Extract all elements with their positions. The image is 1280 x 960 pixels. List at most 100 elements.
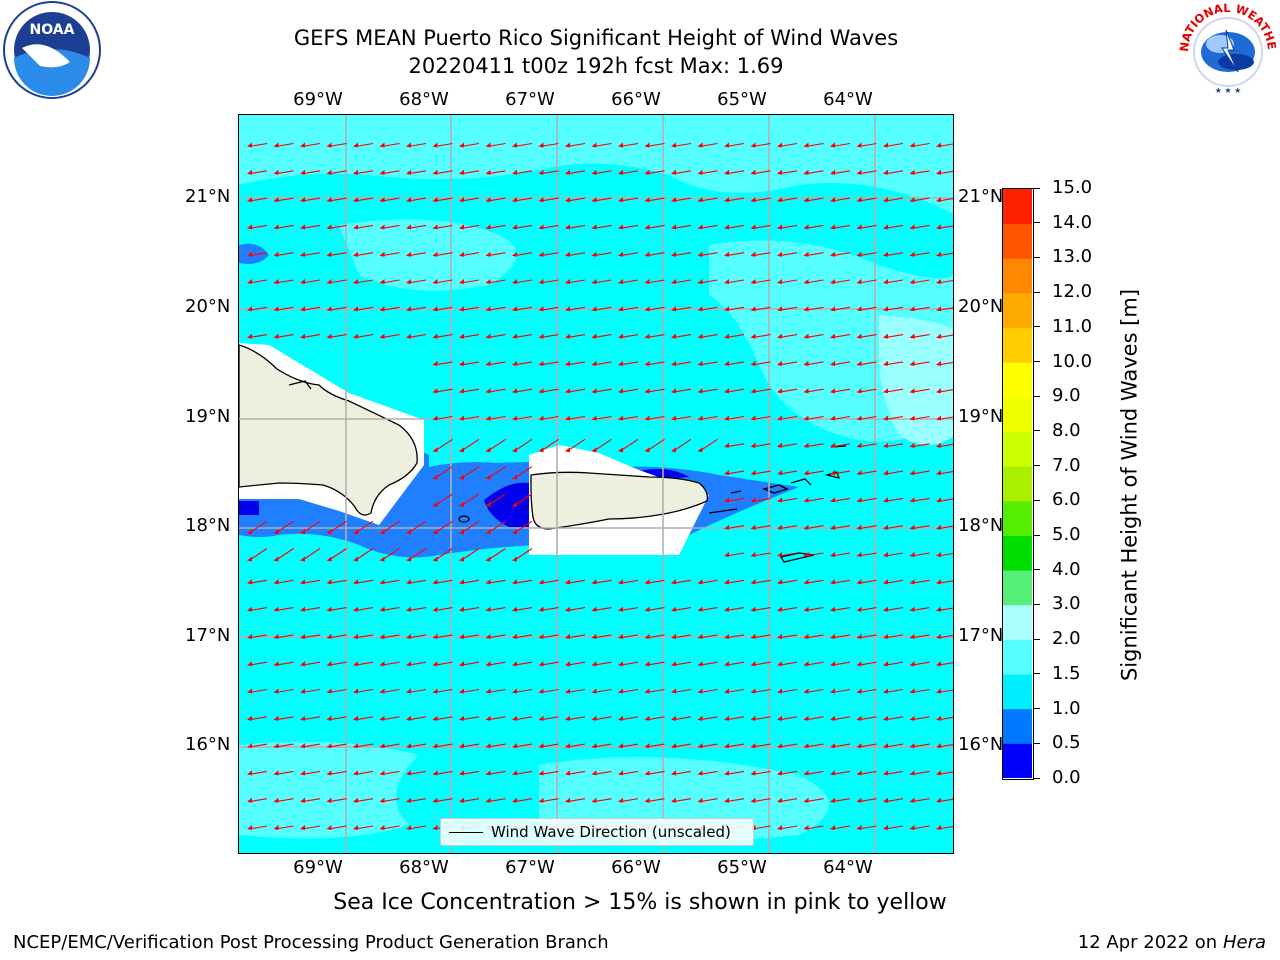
wind-wave-arrowhead <box>326 688 332 694</box>
wind-wave-arrowhead <box>675 852 676 853</box>
wind-wave-arrowhead <box>803 224 809 230</box>
footer-date: 12 Apr 2022 on Hera <box>1078 932 1266 953</box>
wind-wave-arrowhead <box>512 474 517 480</box>
wind-wave-arrowhead <box>300 743 305 749</box>
wind-wave-arrowhead <box>565 797 570 803</box>
wind-wave-arrowhead <box>432 743 438 749</box>
wind-wave-arrowhead <box>485 360 491 366</box>
wind-wave-arrowhead <box>247 633 252 639</box>
colorbar-swatch <box>1003 604 1032 640</box>
wind-wave-arrowhead <box>750 306 756 312</box>
wind-wave-arrowhead <box>406 797 411 803</box>
wind-wave-arrowhead <box>247 142 252 148</box>
wind-wave-arrowhead <box>247 579 252 585</box>
wind-wave-arrowhead <box>803 606 809 612</box>
wind-wave-arrowhead <box>883 197 888 203</box>
wind-wave-arrowhead <box>697 579 703 585</box>
footer-host: Hera <box>1222 932 1266 953</box>
wind-wave-arrowhead <box>353 169 358 175</box>
wind-wave-arrowhead <box>697 279 703 284</box>
colorbar-label: Significant Height of Wind Waves [m] <box>1117 288 1142 682</box>
wind-wave-arrowhead <box>644 770 650 776</box>
wind-wave-arrowhead <box>406 279 411 284</box>
colorbar-tick-label: 11.0 <box>1052 315 1093 337</box>
wind-wave-arrowhead <box>538 197 544 203</box>
wind-wave-arrowhead <box>432 251 438 257</box>
wind-wave-arrow <box>265 852 267 853</box>
wind-wave-arrowhead <box>856 442 862 448</box>
wind-wave-arrowhead <box>883 715 888 721</box>
lon-tick-top: 69°W <box>293 89 343 110</box>
wind-wave-arrowhead <box>724 224 729 230</box>
wind-wave-arrowhead <box>856 715 862 721</box>
wind-wave-arrowhead <box>538 360 544 366</box>
wind-wave-arrowhead <box>273 224 279 230</box>
wind-wave-arrowhead <box>379 279 385 284</box>
hispaniola-landmass <box>239 344 418 516</box>
wind-wave-arrowhead <box>432 333 438 339</box>
wind-wave-arrowhead <box>459 474 464 480</box>
wind-wave-arrowhead <box>777 251 782 257</box>
wind-wave-arrowhead <box>383 852 385 853</box>
wind-wave-arrowhead <box>485 797 491 803</box>
wind-wave-arrowhead <box>913 852 915 853</box>
wind-wave-arrowhead <box>909 224 915 230</box>
wind-wave-arrowhead <box>856 333 862 339</box>
wind-wave-arrowhead <box>750 606 756 612</box>
wind-wave-arrowhead <box>671 306 676 312</box>
wind-wave-arrowhead <box>406 251 411 257</box>
wind-wave-arrowhead <box>909 333 915 339</box>
wind-wave-arrowhead <box>485 715 491 721</box>
wind-wave-arrowhead <box>830 360 835 366</box>
wind-wave-arrowhead <box>591 224 597 230</box>
wind-wave-arrowhead <box>379 556 385 562</box>
wind-wave-arrowhead <box>856 415 862 421</box>
wind-wave-arrowhead <box>459 306 464 312</box>
wind-wave-arrowhead <box>856 606 862 612</box>
wind-wave-arrowhead <box>591 715 597 721</box>
wind-wave-arrowhead <box>830 688 835 694</box>
wind-wave-arrowhead <box>459 797 464 803</box>
wind-wave-arrowhead <box>379 797 385 803</box>
wind-wave-arrowhead <box>326 333 332 339</box>
map-subtitle: 20220411 t00z 192h fcst Max: 1.69 <box>408 54 784 78</box>
wind-wave-arrowhead <box>803 360 809 366</box>
lat-tick-left: 20°N <box>185 296 231 317</box>
wind-wave-arrowhead <box>247 825 252 830</box>
colorbar-swatch <box>1003 223 1032 259</box>
wind-wave-arrowhead <box>459 606 464 612</box>
wind-wave-arrowhead <box>856 770 862 776</box>
wind-wave-arrowhead <box>485 279 491 284</box>
wind-wave-arrowhead <box>406 169 411 175</box>
wind-wave-arrowhead <box>644 688 650 694</box>
wind-wave-arrowhead <box>485 661 491 667</box>
wind-wave-arrowhead <box>803 251 809 257</box>
colorbar-tick-mark <box>1034 603 1040 605</box>
wind-wave-arrowhead <box>353 688 358 694</box>
wind-wave-arrowhead <box>860 852 862 853</box>
wind-wave-arrowhead <box>909 388 915 394</box>
wind-wave-arrowhead <box>909 825 915 830</box>
wind-wave-arrowhead <box>830 333 835 339</box>
wind-wave-arrowhead <box>724 633 729 639</box>
wind-wave-arrowhead <box>936 224 941 230</box>
wind-wave-arrowhead <box>701 852 703 853</box>
wave-height-2-0-region <box>879 315 953 445</box>
wind-wave-arrowhead <box>512 556 517 562</box>
wind-wave-arrowhead <box>251 852 252 853</box>
wind-wave-arrow <box>768 852 771 853</box>
wind-wave-arrowhead <box>777 197 782 203</box>
wind-wave-arrowhead <box>671 415 676 421</box>
wind-wave-arrowhead <box>247 556 252 562</box>
wind-wave-arrowhead <box>671 688 676 694</box>
wind-wave-arrowhead <box>936 633 941 639</box>
wind-wave-arrowhead <box>300 197 305 203</box>
wind-wave-arrowhead <box>485 197 491 203</box>
lon-tick-bottom: 69°W <box>293 857 343 878</box>
wind-wave-arrowhead <box>273 715 279 721</box>
wind-wave-arrowhead <box>830 552 835 557</box>
wind-wave-arrowhead <box>856 142 862 148</box>
wind-wave-arrowhead <box>777 442 782 448</box>
wind-wave-arrowhead <box>697 661 703 667</box>
wind-wave-arrowhead <box>247 661 252 667</box>
